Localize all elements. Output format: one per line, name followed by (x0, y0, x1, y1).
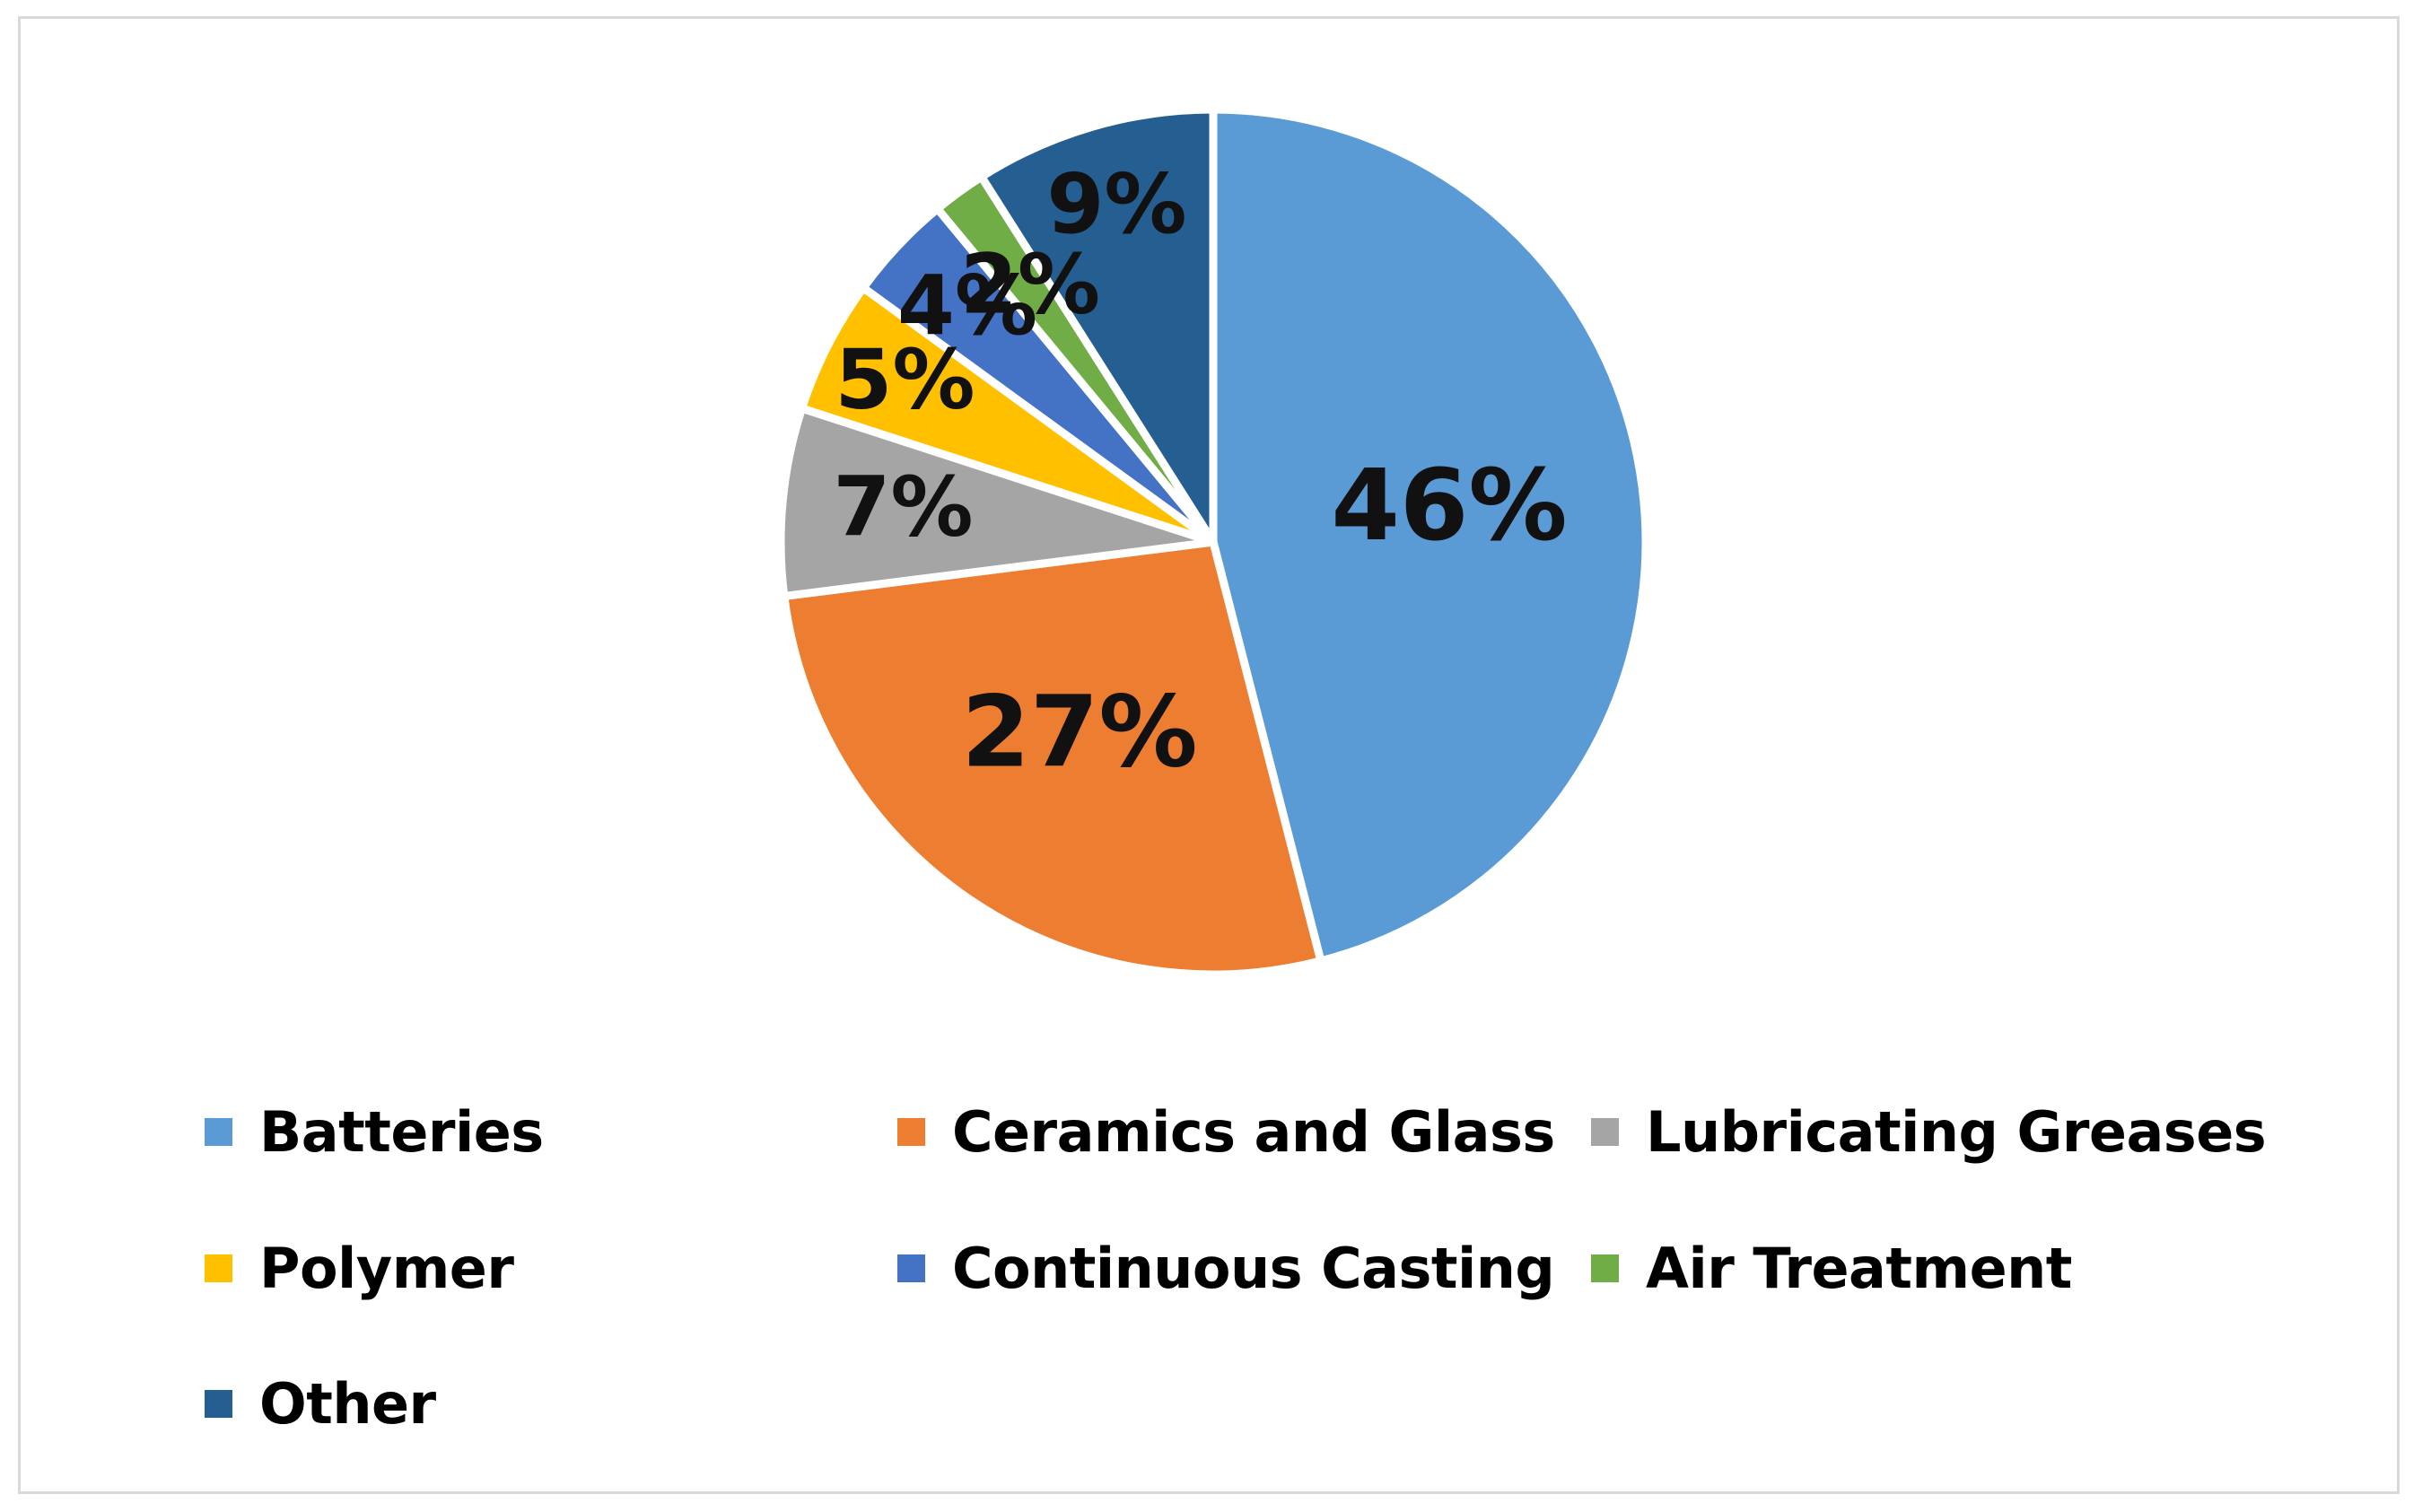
legend-label: Air Treatment (1646, 1236, 2072, 1301)
pie-slice-lubricating-greases (776, 403, 1215, 601)
data-label-air-treatment: 2% (960, 237, 1100, 333)
pie-slice-other (975, 105, 1218, 556)
legend-swatch (205, 1118, 232, 1146)
data-label-batteries: 46% (1331, 448, 1567, 563)
legend-item-lubricating-greases: Lubricating Greases (1591, 1099, 2267, 1165)
legend-item-polymer: Polymer (205, 1236, 514, 1301)
data-label-polymer: 5% (835, 331, 975, 427)
pie-slice-batteries (1209, 105, 1650, 966)
legend-item-batteries: Batteries (205, 1099, 544, 1165)
legend-label: Ceramics and Glass (952, 1099, 1555, 1165)
legend-item-ceramics-and-glass: Ceramics and Glass (897, 1099, 1555, 1165)
legend-label: Other (259, 1371, 436, 1437)
legend-item-air-treatment: Air Treatment (1591, 1236, 2072, 1301)
legend-swatch (1591, 1118, 1619, 1146)
legend-swatch (897, 1118, 925, 1146)
data-label-other: 9% (1046, 156, 1186, 252)
legend-label: Polymer (259, 1236, 514, 1301)
legend-swatch (1591, 1254, 1619, 1282)
legend-item-continuous-casting: Continuous Casting (897, 1236, 1555, 1301)
legend-swatch (897, 1254, 925, 1282)
legend-label: Continuous Casting (952, 1236, 1555, 1301)
data-label-lubricating-greases: 7% (833, 459, 973, 555)
legend-item-other: Other (205, 1371, 436, 1437)
legend-label: Lubricating Greases (1646, 1099, 2267, 1165)
legend-swatch (205, 1390, 232, 1418)
pie-slice-ceramics-and-glass (779, 538, 1326, 979)
legend-label: Batteries (259, 1099, 544, 1165)
data-label-ceramics-and-glass: 27% (961, 675, 1197, 790)
legend-swatch (205, 1254, 232, 1282)
data-label-continuous-casting: 4% (897, 258, 1037, 354)
